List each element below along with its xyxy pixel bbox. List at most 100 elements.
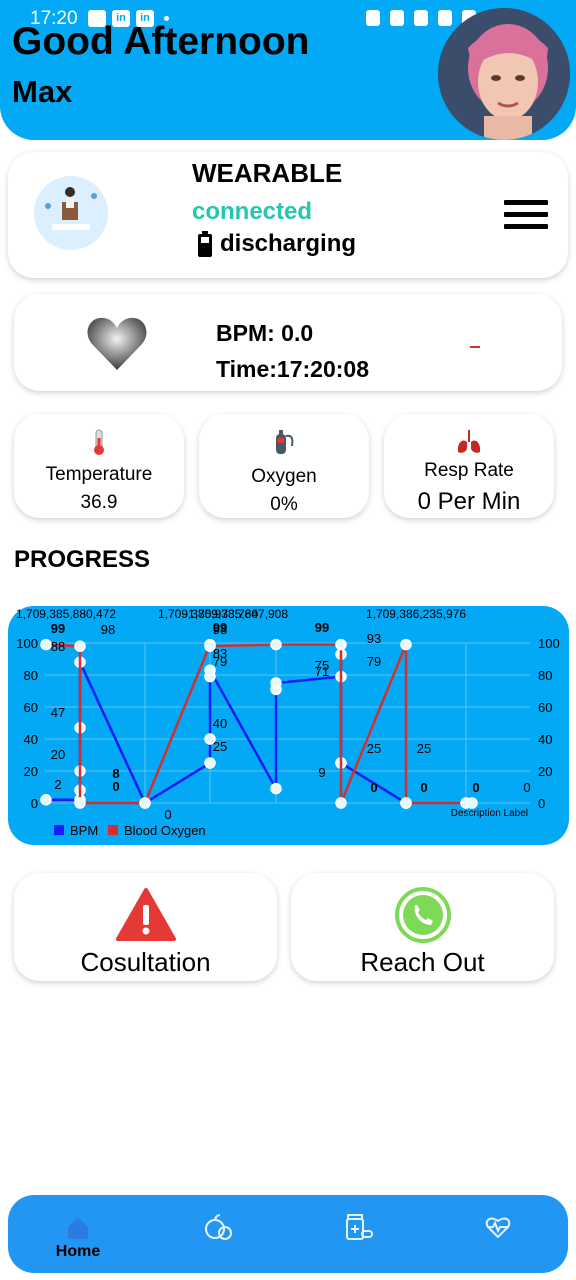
point-value-label: 99 [51,621,65,636]
y-tick-label-left: 40 [24,732,38,747]
reach-out-label: Reach Out [291,947,554,978]
oxygen-card[interactable]: Oxygen 0% [199,414,369,518]
battery-icon [198,231,212,257]
point-value-label: 20 [51,747,65,762]
data-point [336,798,346,808]
series-line-blood-oxygen [46,645,472,803]
bottom-nav: Home [8,1195,568,1273]
battery-label: discharging [220,230,356,258]
oxygen-tank-icon [270,428,298,456]
consultation-label: Cosultation [14,947,277,978]
x-tick-label: 1,709,385,880,472 [16,607,116,621]
data-point [401,640,411,650]
data-point [271,784,281,794]
temperature-value: 36.9 [14,492,184,514]
bpm-value: BPM: 0.0 [216,320,313,347]
heart-icon [86,316,148,372]
progress-chart[interactable]: 0 0 20 20 40 40 60 60 80 80 100 100 1,709,385,880,47… [8,606,569,845]
nav-medication[interactable] [288,1195,428,1273]
y-tick-label-left: 20 [24,764,38,779]
username: Max [12,74,72,110]
point-value-label: 0 [112,779,119,794]
home-icon [62,1211,94,1243]
nutrition-icon [202,1211,234,1243]
y-tick-label-right: 0 [538,796,545,811]
data-point [205,758,215,768]
point-value-label: 25 [417,741,431,756]
x-tick-label: 1,709,386,235,976 [366,607,466,621]
lungs-icon [455,428,483,456]
phone-icon [393,887,453,943]
y-tick-label-right: 20 [538,764,552,779]
wifi-icon [438,10,452,26]
greeting-title: Good Afternoon [12,20,310,64]
point-value-label: 9 [318,765,325,780]
point-value-label: 0 [472,780,479,795]
y-tick-label-left: 80 [24,668,38,683]
legend-swatch [108,825,118,835]
nav-nutrition[interactable] [148,1195,288,1273]
wearable-title: WEARABLE [192,158,342,189]
point-value-label: 98 [101,622,115,637]
avatar-image [438,8,570,140]
data-point [401,798,411,808]
point-value-label: 71 [315,664,329,679]
point-value-label: 88 [51,639,65,654]
progress-title: PROGRESS [14,546,150,574]
data-point [336,640,346,650]
data-point [41,795,51,805]
resp-rate-value: 0 Per Min [384,488,554,516]
menu-icon[interactable] [504,200,548,230]
point-value-label: 0 [523,780,530,795]
header: 17:20 in in Good Afternoon Max [0,0,576,140]
point-value-label: 79 [367,654,381,669]
avatar[interactable] [438,8,570,140]
y-tick-label-left: 0 [31,796,38,811]
battery-status: discharging [198,230,356,258]
heart-rate-card: BPM: 0.0 Time:17:20:08 [14,294,562,391]
legend-label: Blood Oxygen [124,823,206,838]
wearable-card[interactable]: WEARABLE connected discharging [8,152,568,278]
nav-home-label: Home [8,1243,148,1261]
data-point [41,640,51,650]
chart-description: Description Label [451,808,528,819]
sync-icon [366,10,380,26]
y-tick-label-right: 60 [538,700,552,715]
point-value-label: 79 [213,654,227,669]
point-value-label: 93 [367,631,381,646]
legend-swatch [54,825,64,835]
point-value-label: 2 [54,777,61,792]
data-point [140,798,150,808]
alert-icon [116,887,176,943]
nav-fitness[interactable] [428,1195,568,1273]
data-point [467,798,477,808]
point-value-label: 0 [420,780,427,795]
connection-status: connected [192,198,312,226]
x-tick-label: 1,709,385,973,760 [158,607,258,621]
wearable-illustration [34,176,108,250]
bpm-time: Time:17:20:08 [216,356,369,383]
point-value-label: 0 [164,807,171,822]
alarm-icon [390,10,404,26]
consultation-button[interactable]: Cosultation [14,873,277,981]
fitness-icon [482,1211,514,1243]
indicator-line [470,346,480,348]
medication-icon [342,1211,374,1243]
point-value-label: 0 [370,780,377,795]
nav-home[interactable]: Home [8,1195,148,1273]
temperature-label: Temperature [14,464,184,486]
temperature-card[interactable]: Temperature 36.9 [14,414,184,518]
resp-rate-card[interactable]: Resp Rate 0 Per Min [384,414,554,518]
point-value-label: 99 [315,620,329,635]
data-point [75,641,85,651]
resp-rate-label: Resp Rate [384,460,554,482]
y-tick-label-right: 100 [538,636,560,651]
y-tick-label-right: 40 [538,732,552,747]
oxygen-label: Oxygen [199,466,369,488]
data-point [271,678,281,688]
location-icon [414,10,428,26]
reach-out-button[interactable]: Reach Out [291,873,554,981]
data-point [75,798,85,808]
